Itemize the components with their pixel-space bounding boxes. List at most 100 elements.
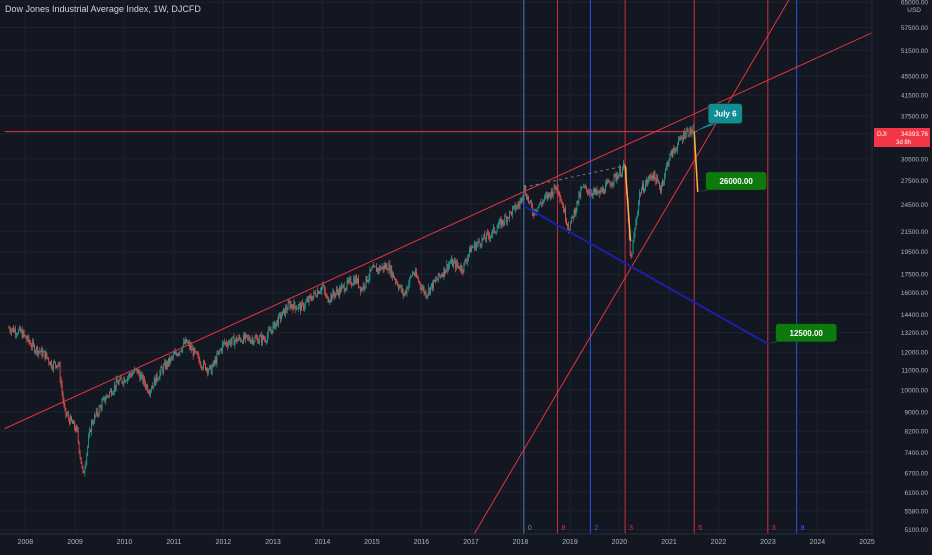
candle-body: [561, 200, 563, 204]
candle-body: [429, 287, 431, 294]
candle-body: [498, 221, 500, 226]
candle-body: [528, 196, 529, 202]
candle-body: [43, 351, 45, 353]
candle-body: [671, 151, 673, 157]
candle-body: [158, 378, 160, 380]
candle-body: [321, 287, 322, 292]
candle-body: [529, 201, 530, 203]
candle-body: [332, 290, 334, 299]
candle-body: [565, 208, 566, 221]
candle-body: [141, 374, 143, 376]
candle-body: [474, 242, 476, 250]
candle-body: [664, 176, 665, 183]
candle-body: [170, 357, 172, 358]
candle-body: [372, 267, 374, 269]
candle-body: [569, 230, 570, 231]
candle-body: [486, 232, 488, 240]
candle-body: [581, 187, 583, 190]
candle-body: [593, 189, 595, 192]
candle-body: [364, 286, 366, 288]
candle-body: [524, 187, 526, 192]
candle-body: [189, 345, 191, 348]
candle-body: [569, 223, 571, 231]
callout-box: [775, 323, 837, 343]
candle-body: [102, 398, 104, 402]
candle-body: [436, 279, 437, 281]
candle-body: [169, 358, 170, 363]
candle-body: [136, 368, 138, 373]
candle-body: [246, 334, 247, 336]
candle-body: [638, 202, 640, 212]
candle-body: [113, 384, 115, 392]
candle-body: [362, 284, 364, 290]
currency-label: USD: [907, 7, 921, 14]
candle-body: [613, 174, 615, 183]
candle-body: [226, 342, 227, 345]
price-tick-label: 6700.00: [905, 470, 929, 477]
candle-body: [71, 416, 72, 421]
candle-body: [510, 211, 511, 213]
candle-body: [489, 235, 490, 239]
candle-body: [442, 274, 444, 277]
candle-body: [289, 302, 291, 309]
candle-body: [404, 291, 406, 295]
drop-line: [624, 165, 632, 242]
candle-body: [77, 430, 79, 442]
candle-body: [504, 216, 506, 224]
candle-body: [629, 236, 631, 256]
callout: 12500.00: [767, 323, 837, 344]
callout-box: [707, 103, 743, 124]
candle-body: [174, 352, 176, 355]
candle-body: [339, 287, 340, 296]
candle-body: [265, 339, 266, 342]
candle-body: [23, 331, 25, 335]
candle-body: [123, 378, 125, 384]
candle-body: [69, 418, 71, 424]
candle-body: [154, 378, 156, 385]
candle-body: [97, 414, 99, 415]
candle-body: [355, 276, 356, 284]
candle-body: [507, 217, 508, 222]
candle-body: [57, 363, 59, 366]
candle-body: [275, 323, 277, 329]
price-tick-label: 5100.00: [905, 527, 929, 534]
trendline: [523, 205, 769, 345]
candle-body: [649, 175, 651, 177]
candle-body: [194, 348, 196, 352]
candle-body: [201, 365, 203, 369]
candle-body: [419, 282, 421, 287]
candle-body: [354, 278, 356, 284]
candle-body: [583, 185, 584, 188]
candle-body: [536, 210, 538, 212]
candle-body: [432, 283, 433, 289]
candle-body: [75, 428, 76, 432]
candle-body: [70, 416, 71, 424]
candle-body: [227, 344, 228, 347]
candle-body: [435, 279, 436, 282]
candle-body: [344, 290, 346, 292]
candle-body: [543, 199, 545, 202]
candle-body: [459, 268, 461, 271]
candle-body: [508, 217, 509, 219]
candle-body: [235, 337, 237, 341]
candle-body: [426, 295, 428, 298]
candle-body: [21, 329, 23, 338]
candle-body: [16, 334, 17, 335]
candle-body: [51, 361, 52, 368]
candle-body: [296, 308, 298, 310]
candle-body: [476, 242, 478, 245]
time-tick-label: 2011: [166, 539, 181, 546]
candle-body: [338, 291, 339, 296]
candle-body: [149, 393, 150, 394]
candle-body: [658, 180, 660, 183]
candle-body: [399, 285, 401, 287]
price-tick-label: 16000.00: [901, 290, 928, 297]
candle-body: [659, 182, 660, 188]
candle-body: [277, 320, 279, 325]
candle-body: [686, 129, 688, 132]
candle-body: [503, 222, 505, 224]
candle-body: [388, 263, 390, 271]
candle-body: [155, 374, 157, 385]
